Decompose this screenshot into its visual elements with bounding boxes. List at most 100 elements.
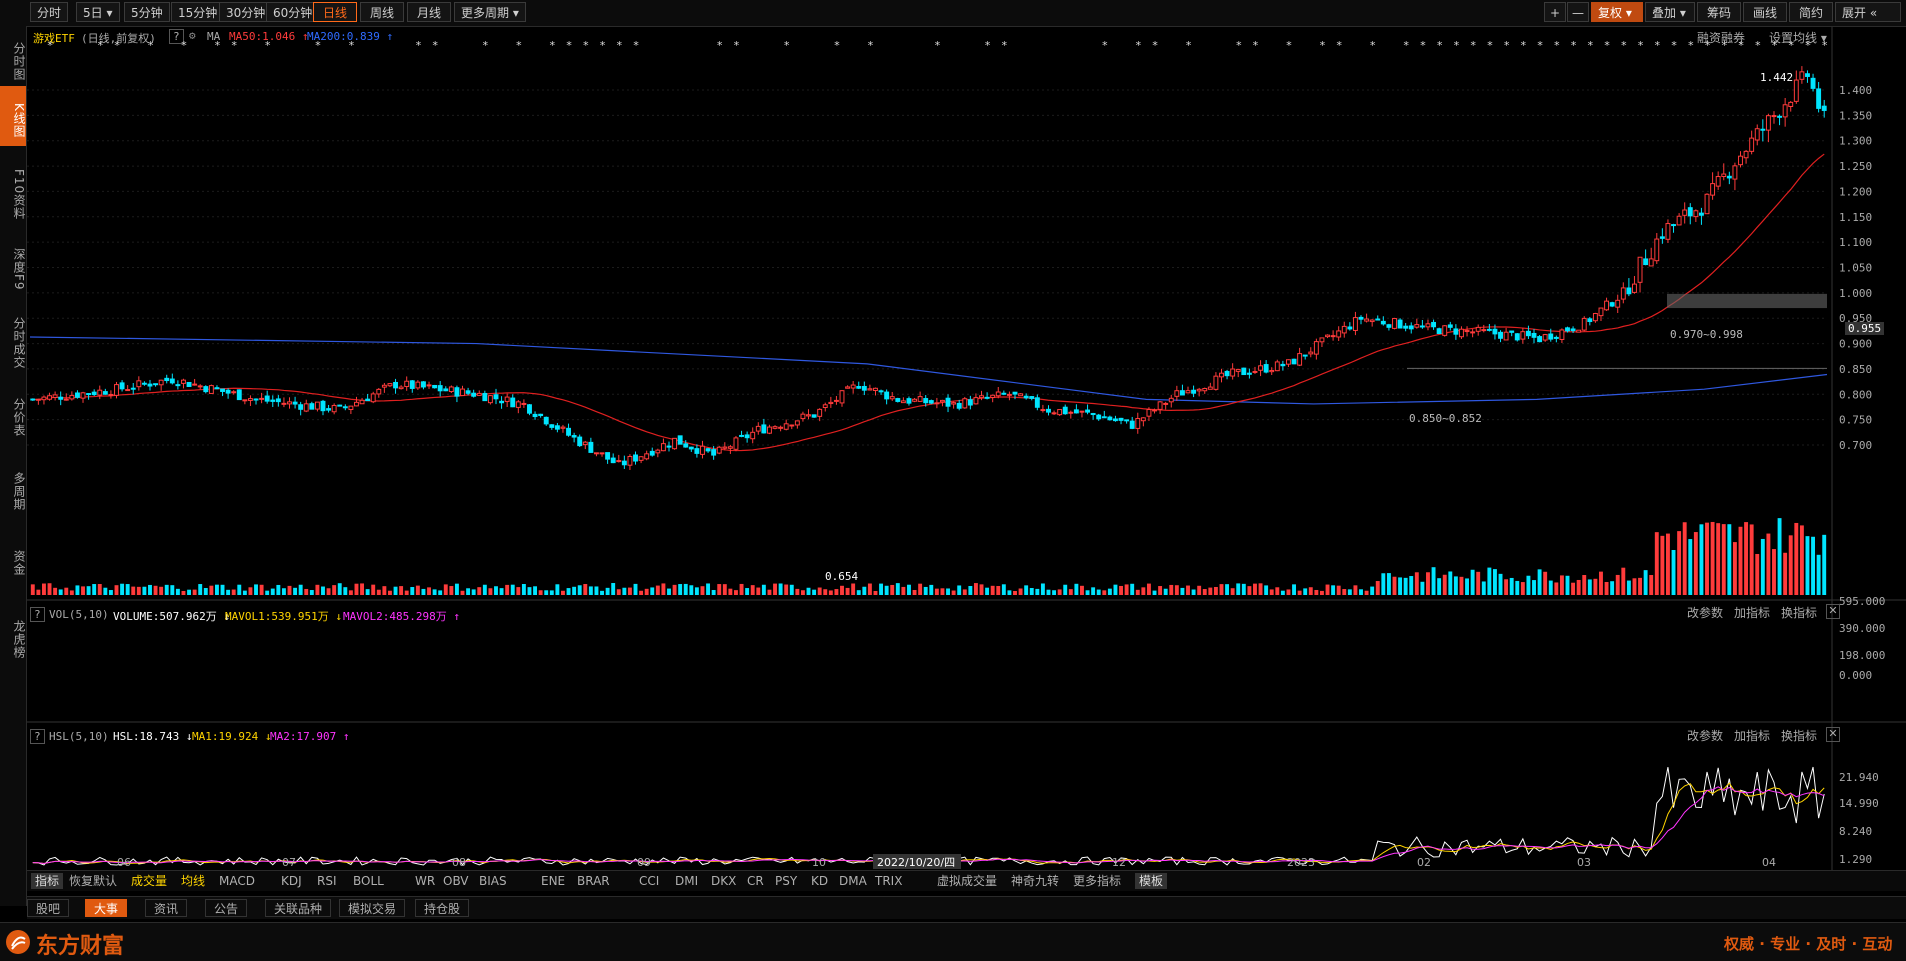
volume-bar [1788,535,1793,595]
volume-tick-label: 595.000 [1839,595,1885,608]
indicator-19[interactable]: DMA [839,874,867,888]
indicator-12[interactable]: BRAR [577,874,610,888]
volume-bar [823,589,828,595]
candle-body [806,414,811,417]
indicator-18[interactable]: KD [811,874,829,888]
bottom-tab-4[interactable]: 关联品种 [265,899,332,917]
hsl-close-icon[interactable]: ✕ [1826,727,1840,742]
vol-help-button[interactable]: ? [30,607,45,622]
bottom-tab-3[interactable]: 公告 [205,899,248,917]
hsl-edit-params[interactable]: 改参数 [1687,729,1724,743]
vol-close-icon[interactable]: ✕ [1826,604,1840,619]
draw-line-button[interactable]: 画线 [1743,2,1787,22]
bottom-tab-5[interactable]: 模拟交易 [339,899,406,917]
indicator-7[interactable]: BOLL [353,874,384,888]
indicator-9[interactable]: OBV [443,874,469,888]
indicator-13[interactable]: CCI [639,874,660,888]
sidebar-item-funds[interactable]: 资金 [12,550,26,576]
indicator-14[interactable]: DMI [675,874,699,888]
x-tick-label: 06 [117,856,131,869]
indicator-17[interactable]: PSY [775,874,798,888]
candle-body [409,380,415,389]
volume-bar [376,589,381,595]
sidebar-item-f10[interactable]: F10资料 [12,169,26,221]
y-axis: 1.400 1.350 1.300 1.250 1.200 1.150 1.100 1.050… [1839,84,1885,866]
bottom-tab-1[interactable]: 大事 [85,899,128,917]
candle-body [677,435,683,445]
indicator-15[interactable]: DKX [711,874,737,888]
hsl-change-indicator[interactable]: 换指标 [1781,729,1818,743]
chart-canvas[interactable]: * * * * * * * * * * * * * * * * * * * * * * * * * * * * * * * * * * * * * * * *… [27,27,1906,870]
indicator-1[interactable]: 恢复默认 [69,874,118,888]
volume-bar [237,584,242,595]
hsl-help-button[interactable]: ? [30,729,45,744]
candle-body [164,377,170,382]
candle-body [906,398,912,404]
sidebar-item-trades[interactable]: 分时成交 [12,317,26,369]
indicator-22[interactable]: 神奇九转 [1011,874,1060,888]
period-tab-monthly[interactable]: 月线 [407,2,451,22]
gear-icon[interactable]: ⚙ [189,29,196,42]
sidebar-item-multi-period[interactable]: 多周期 [12,471,26,511]
period-tab-5day[interactable]: 5日 ▾ [76,2,120,22]
indicator-3[interactable]: 均线 [181,874,206,888]
sidebar-item-intraday[interactable]: 分时图 [12,41,26,81]
event-marker: * [549,39,556,52]
candle-body [739,434,744,437]
indicator-20[interactable]: TRIX [875,874,903,888]
indicator-2[interactable]: 成交量 [131,874,168,888]
expand-button[interactable]: 展开 « [1835,2,1901,22]
vol-add-indicator[interactable]: 加指标 [1734,606,1771,620]
bottom-tab-0[interactable]: 股吧 [27,899,70,917]
volume-bar [918,583,923,595]
bottom-tab-2[interactable]: 资讯 [145,899,188,917]
period-tab-15min[interactable]: 15分钟 [171,2,225,22]
sidebar-item-depth-f9[interactable]: 深度F9 [12,247,26,291]
indicator-21[interactable]: 虚拟成交量 [937,874,998,888]
sidebar-item-dragon-tiger[interactable]: 龙虎榜 [12,619,26,659]
hsl-add-indicator[interactable]: 加指标 [1734,729,1771,743]
indicator-16[interactable]: CR [747,874,764,888]
margin-trading-link[interactable]: 融资融券 [1697,31,1746,45]
volume-bar [270,588,275,595]
indicator-4[interactable]: MACD [219,874,255,888]
candle-body [471,392,477,397]
indicator-5[interactable]: KDJ [281,874,302,888]
more-periods-dropdown[interactable]: 更多周期 ▾ [454,2,526,22]
simple-mode-button[interactable]: 简约 [1789,2,1833,22]
period-tab-fenshi[interactable]: 分时 [30,2,69,22]
indicator-6[interactable]: RSI [317,874,337,888]
help-button[interactable]: ? [169,29,184,44]
adjust-dropdown[interactable]: 复权 ▾ [1591,2,1643,22]
volume-bar [1716,523,1721,595]
zoom-in-button[interactable]: + [1544,2,1566,22]
chips-button[interactable]: 筹码 [1697,2,1741,22]
candle-body [1475,326,1481,332]
period-tab-weekly[interactable]: 周线 [360,2,404,22]
zoom-out-button[interactable]: — [1567,2,1589,22]
sidebar-item-kline[interactable]: K线图 [0,86,26,146]
candle-body [1464,330,1470,333]
set-ma-dropdown[interactable]: 设置均线 ▾ [1769,29,1827,46]
bottom-tab-6[interactable]: 持仓股 [415,899,470,917]
indicator-0[interactable]: 指标 [31,873,64,889]
period-tab-daily[interactable]: 日线 [313,2,357,22]
volume-bar [281,588,286,595]
volume-bar [371,584,376,595]
indicator-8[interactable]: WR [415,874,436,888]
event-marker: * [432,39,439,52]
indicator-23[interactable]: 更多指标 [1073,874,1122,888]
period-tab-5min[interactable]: 5分钟 [124,2,170,22]
vol-change-indicator[interactable]: 换指标 [1781,606,1818,620]
overlay-dropdown[interactable]: 叠加 ▾ [1645,2,1695,22]
vol-edit-params[interactable]: 改参数 [1687,606,1724,620]
indicator-11[interactable]: ENE [541,874,566,888]
period-tab-60min[interactable]: 60分钟 [266,2,320,22]
candle-body [86,393,92,396]
indicator-10[interactable]: BIAS [479,874,507,888]
period-tab-30min[interactable]: 30分钟 [219,2,273,22]
candle-body [660,443,666,452]
sidebar-item-price-table[interactable]: 分价表 [12,397,26,437]
candle-body [1765,115,1771,131]
indicator-24[interactable]: 模板 [1135,873,1168,889]
